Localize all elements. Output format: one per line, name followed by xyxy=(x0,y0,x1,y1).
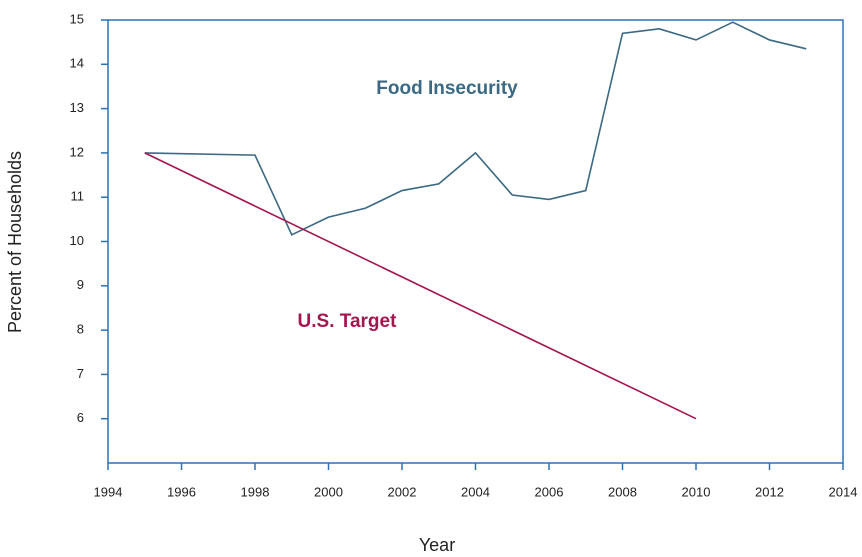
x-tick-label: 1998 xyxy=(241,484,270,499)
y-tick-label: 6 xyxy=(77,410,84,425)
x-tick-label: 2008 xyxy=(608,484,637,499)
y-tick-label: 7 xyxy=(77,366,84,381)
y-tick-label: 12 xyxy=(70,144,84,159)
series-line xyxy=(144,152,697,420)
series-label: Food Insecurity xyxy=(376,78,518,99)
x-tick-label: 2012 xyxy=(755,484,784,499)
y-axis-title: Percent of Households xyxy=(5,151,25,333)
x-tick-label: 2010 xyxy=(682,484,711,499)
y-tick-label: 15 xyxy=(70,11,84,26)
x-tick-label: 2014 xyxy=(829,484,858,499)
x-tick-label: 1996 xyxy=(167,484,196,499)
y-tick-label: 13 xyxy=(70,100,84,115)
y-tick-label: 9 xyxy=(77,277,84,292)
x-tick-label: 2002 xyxy=(388,484,417,499)
series-label: U.S. Target xyxy=(298,311,398,332)
x-axis-title: Year xyxy=(419,535,455,555)
x-tick-label: 1994 xyxy=(94,484,123,499)
series-line xyxy=(144,21,807,236)
y-tick-label: 8 xyxy=(77,322,84,337)
x-tick-label: 2000 xyxy=(314,484,343,499)
x-tick-label: 2006 xyxy=(535,484,564,499)
y-tick-label: 11 xyxy=(71,189,85,204)
y-tick-label: 10 xyxy=(70,233,84,248)
y-tick-label: 14 xyxy=(70,56,84,71)
x-tick-label: 2004 xyxy=(461,484,490,499)
